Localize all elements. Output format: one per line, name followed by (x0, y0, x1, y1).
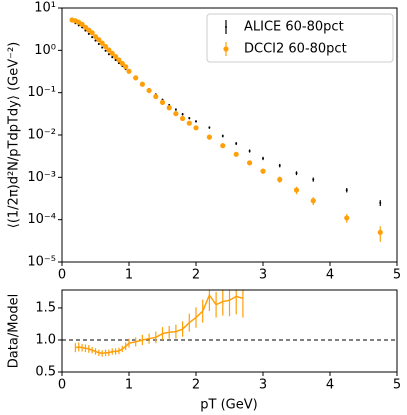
x-tick-label: 5 (393, 268, 401, 283)
y-tick-label: 10⁻³ (27, 170, 56, 185)
marker (139, 81, 145, 87)
marker (92, 34, 99, 40)
marker (166, 105, 172, 111)
plot-area (62, 290, 397, 357)
x-axis-label: pT (GeV) (200, 398, 257, 413)
marker (123, 64, 129, 70)
marker (248, 149, 251, 152)
marker (101, 46, 104, 49)
marker (186, 120, 192, 126)
ratio-line (75, 293, 244, 355)
marker (113, 54, 119, 60)
x-tick-label: 4 (326, 268, 334, 283)
marker (293, 187, 300, 193)
y-axis-label: Data/Model (7, 294, 22, 368)
marker (111, 56, 114, 59)
marker (174, 108, 177, 111)
plot-area (69, 17, 383, 242)
marker (278, 164, 281, 167)
marker (102, 43, 109, 50)
marker (87, 32, 90, 35)
legend-marker (225, 26, 227, 28)
marker (173, 111, 179, 117)
marker (89, 30, 95, 36)
marker (379, 201, 382, 204)
marker (107, 53, 110, 56)
marker (159, 99, 166, 105)
x-tick-label: 0 (58, 378, 66, 393)
marker (91, 36, 94, 39)
x-tick-label: 2 (192, 378, 200, 393)
marker (260, 168, 266, 174)
marker (106, 47, 112, 53)
y-tick-label: 0.5 (35, 365, 56, 380)
legend (206, 13, 394, 63)
marker (109, 50, 115, 56)
x-tick-label: 1 (125, 268, 133, 283)
y-tick-label: 10⁻⁴ (27, 212, 56, 227)
x-tick-label: 3 (259, 378, 267, 393)
marker (310, 198, 316, 204)
y-tick-label: 10⁻² (27, 128, 56, 143)
marker (262, 157, 264, 160)
marker (233, 151, 239, 157)
marker (188, 117, 191, 120)
x-tick-label: 1 (125, 378, 133, 393)
y-tick-label: 1.5 (35, 300, 56, 315)
marker (99, 40, 105, 46)
marker (84, 29, 87, 32)
marker (312, 178, 315, 181)
x-tick-label: 0 (58, 268, 66, 283)
y-tick-label: 10⁻¹ (27, 85, 56, 100)
marker (114, 59, 117, 62)
marker (79, 21, 85, 27)
marker (344, 215, 350, 221)
y-tick-label: 10⁰ (34, 43, 56, 58)
marker (247, 160, 253, 166)
marker (94, 39, 97, 42)
marker (126, 68, 132, 74)
marker (180, 115, 186, 122)
marker (193, 125, 199, 131)
y-tick-label: 10¹ (34, 1, 56, 16)
marker (133, 75, 139, 81)
marker (377, 229, 383, 236)
marker (195, 120, 197, 123)
marker (221, 134, 224, 137)
legend-label: ALICE 60-80pct (244, 20, 344, 35)
x-tick-label: 2 (192, 268, 200, 283)
marker (235, 142, 238, 145)
marker (345, 189, 348, 192)
marker (220, 143, 226, 149)
legend-marker (223, 46, 229, 52)
axes-frame (61, 289, 398, 373)
x-tick-label: 4 (326, 378, 334, 393)
marker (181, 113, 184, 116)
y-tick-label: 10⁻⁵ (27, 255, 56, 270)
marker (277, 176, 283, 183)
y-axis-label: ⟨(1/2π)d²N/pTdpTdy⟩ (GeV⁻²) (7, 42, 22, 229)
x-tick-label: 3 (259, 268, 267, 283)
y-tick-label: 1.0 (35, 332, 56, 347)
marker (153, 93, 159, 100)
marker (208, 126, 211, 129)
legend-label: DCCI2 60-80pct (244, 42, 347, 57)
x-tick-label: 5 (393, 378, 401, 393)
marker (104, 49, 107, 52)
marker (295, 172, 298, 175)
marker (116, 57, 122, 63)
marker (97, 43, 100, 46)
marker (96, 37, 102, 43)
marker (119, 60, 125, 67)
marker (206, 134, 212, 140)
marker (146, 87, 152, 94)
